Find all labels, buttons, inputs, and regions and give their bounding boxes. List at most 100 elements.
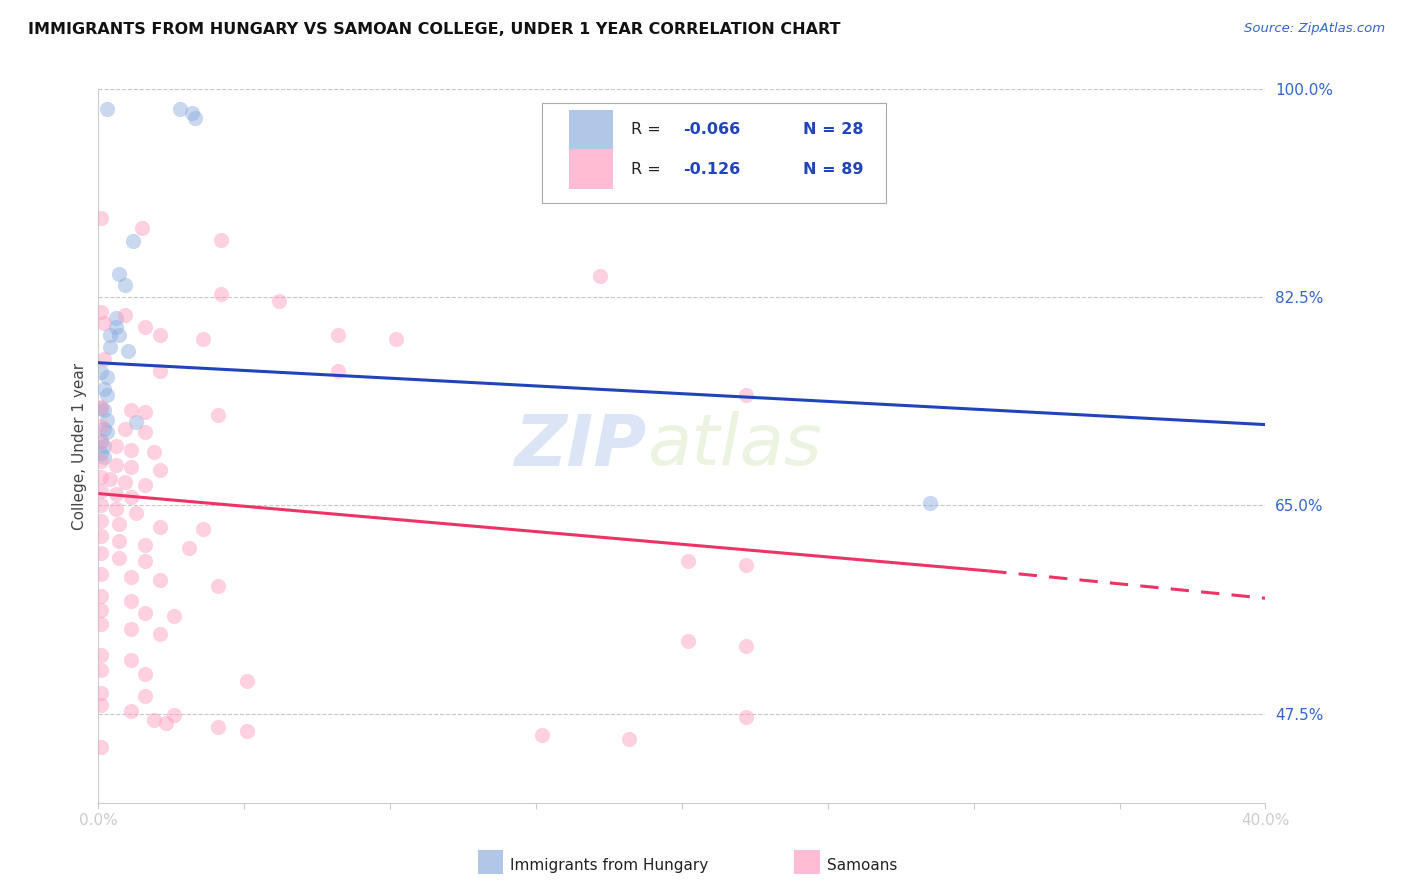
Text: IMMIGRANTS FROM HUNGARY VS SAMOAN COLLEGE, UNDER 1 YEAR CORRELATION CHART: IMMIGRANTS FROM HUNGARY VS SAMOAN COLLEG… — [28, 22, 841, 37]
Point — [269, 293, 291, 308]
Point — [120, 593, 142, 607]
Point — [96, 370, 118, 384]
Point — [90, 304, 112, 318]
Point — [735, 558, 758, 572]
FancyBboxPatch shape — [541, 103, 886, 203]
Point — [90, 211, 112, 225]
Point — [177, 541, 200, 556]
Point — [236, 724, 259, 739]
Point — [104, 486, 127, 500]
Point — [90, 698, 112, 713]
Text: N = 89: N = 89 — [803, 161, 863, 177]
Text: R =: R = — [630, 161, 671, 177]
Point — [108, 534, 131, 549]
Point — [209, 233, 232, 247]
Point — [134, 554, 156, 568]
Point — [90, 418, 112, 433]
Point — [108, 267, 131, 281]
Point — [90, 603, 112, 617]
Point — [134, 689, 156, 703]
Point — [120, 653, 142, 667]
Text: Samoans: Samoans — [827, 858, 897, 872]
Point — [142, 445, 165, 459]
Point — [619, 731, 641, 746]
Point — [90, 435, 112, 450]
Point — [96, 388, 118, 402]
Point — [735, 639, 758, 653]
Point — [125, 415, 148, 429]
Point — [122, 235, 145, 249]
Point — [93, 450, 115, 464]
Point — [125, 506, 148, 520]
Point — [90, 499, 112, 513]
Point — [120, 403, 142, 417]
Point — [676, 554, 699, 568]
Text: atlas: atlas — [647, 411, 821, 481]
Point — [134, 478, 156, 492]
Point — [120, 490, 142, 504]
Point — [134, 320, 156, 334]
Point — [120, 704, 142, 718]
Point — [90, 589, 112, 603]
Point — [90, 365, 112, 379]
Point — [96, 103, 118, 117]
Point — [183, 111, 205, 125]
Point — [90, 567, 112, 582]
Point — [120, 570, 142, 584]
Text: R =: R = — [630, 121, 665, 136]
Point — [98, 328, 121, 343]
Point — [142, 713, 165, 727]
Point — [209, 286, 232, 301]
Point — [169, 103, 191, 117]
Point — [918, 496, 941, 510]
Point — [104, 310, 127, 325]
Text: -0.066: -0.066 — [683, 121, 741, 136]
Point — [207, 579, 229, 593]
Point — [193, 332, 215, 346]
FancyBboxPatch shape — [568, 110, 613, 149]
Point — [98, 472, 121, 486]
Point — [90, 546, 112, 560]
Point — [385, 332, 408, 346]
Point — [93, 352, 115, 367]
Point — [104, 502, 127, 516]
Point — [90, 400, 112, 414]
Text: ZIP: ZIP — [515, 411, 647, 481]
Point — [90, 470, 112, 484]
Point — [530, 728, 553, 742]
Point — [108, 517, 131, 532]
Y-axis label: College, Under 1 year: College, Under 1 year — [72, 362, 87, 530]
Point — [90, 529, 112, 543]
Point — [90, 454, 112, 468]
Point — [149, 364, 172, 378]
Point — [108, 328, 131, 343]
Point — [134, 425, 156, 439]
Point — [93, 317, 115, 331]
FancyBboxPatch shape — [568, 150, 613, 189]
Point — [93, 422, 115, 436]
Point — [236, 674, 259, 689]
Point — [90, 446, 112, 460]
Point — [114, 422, 136, 436]
Point — [193, 522, 215, 536]
Point — [120, 460, 142, 475]
Point — [155, 716, 177, 731]
Point — [114, 278, 136, 293]
Point — [163, 609, 186, 624]
Point — [90, 617, 112, 632]
Text: N = 28: N = 28 — [803, 121, 863, 136]
Point — [90, 434, 112, 449]
Point — [93, 403, 115, 417]
Point — [134, 404, 156, 418]
Point — [114, 475, 136, 489]
Point — [486, 804, 509, 818]
Point — [120, 622, 142, 636]
Point — [104, 320, 127, 334]
Point — [90, 514, 112, 528]
Point — [90, 484, 112, 499]
Point — [96, 425, 118, 439]
Point — [90, 686, 112, 700]
Text: Source: ZipAtlas.com: Source: ZipAtlas.com — [1244, 22, 1385, 36]
Text: Immigrants from Hungary: Immigrants from Hungary — [510, 858, 709, 872]
Point — [207, 408, 229, 422]
